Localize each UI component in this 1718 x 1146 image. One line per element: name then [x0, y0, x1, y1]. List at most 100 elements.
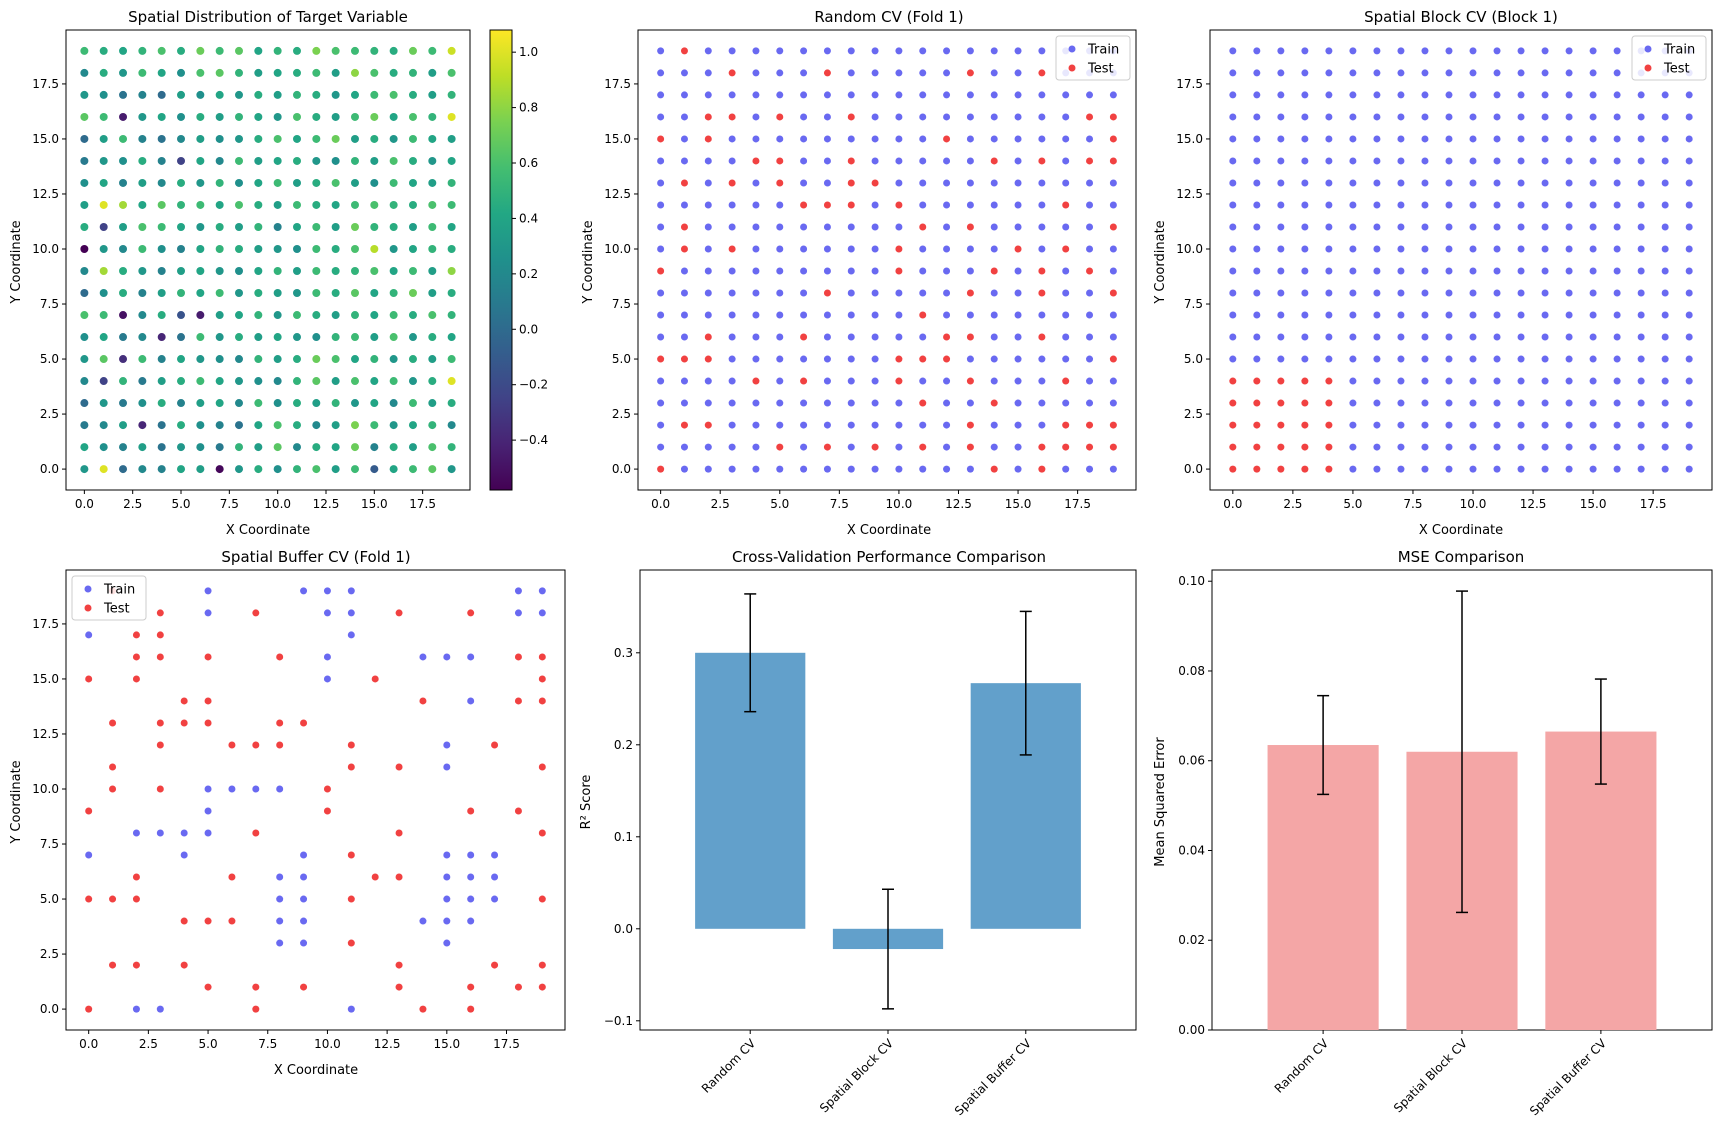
data-point: [215, 134, 224, 143]
train-point: [990, 201, 998, 209]
train-point: [1301, 69, 1309, 77]
data-point: [138, 156, 147, 165]
train-point: [1613, 223, 1621, 231]
train-point: [657, 377, 665, 385]
train-point: [919, 179, 927, 187]
data-point: [350, 355, 359, 364]
data-point: [292, 421, 301, 430]
train-point: [1349, 355, 1357, 363]
test-point: [538, 675, 546, 683]
data-point: [350, 311, 359, 320]
data-point: [177, 355, 186, 364]
test-point: [109, 719, 117, 727]
train-point: [538, 587, 546, 595]
train-point: [1062, 399, 1070, 407]
train-point: [1517, 289, 1525, 297]
data-point: [99, 134, 108, 143]
train-point: [1038, 311, 1046, 319]
train-point: [467, 851, 475, 859]
train-point: [1253, 157, 1261, 165]
data-point: [428, 443, 437, 452]
train-point: [1565, 289, 1573, 297]
train-point: [895, 157, 903, 165]
train-point: [1062, 223, 1070, 231]
train-point: [1445, 179, 1453, 187]
data-point: [428, 267, 437, 276]
data-point: [370, 68, 379, 77]
train-point: [1685, 377, 1693, 385]
test-point: [228, 873, 236, 881]
train-point: [1253, 223, 1261, 231]
y-tick-label: 5.0: [1184, 352, 1203, 366]
train-point: [966, 91, 974, 99]
y-tick-label: 0.08: [1178, 664, 1205, 678]
train-point: [300, 873, 308, 881]
data-point: [138, 443, 147, 452]
data-point: [428, 156, 437, 165]
test-point: [467, 983, 475, 991]
test-point: [419, 697, 427, 705]
y-axis-label: R² Score: [579, 775, 594, 830]
data-point: [331, 443, 340, 452]
train-point: [752, 267, 760, 275]
train-point: [1565, 135, 1573, 143]
train-point: [1445, 223, 1453, 231]
y-tick-label: 2.5: [40, 407, 59, 421]
data-point: [447, 267, 456, 276]
data-point: [350, 244, 359, 253]
test-point: [728, 113, 736, 121]
train-point: [1397, 443, 1405, 451]
test-point: [371, 675, 379, 683]
train-point: [276, 939, 284, 947]
train-point: [1325, 179, 1333, 187]
data-point: [350, 465, 359, 474]
train-point: [1109, 465, 1117, 473]
train-point: [1301, 333, 1309, 341]
test-point: [680, 245, 688, 253]
data-point: [408, 399, 417, 408]
data-point: [99, 267, 108, 276]
data-point: [350, 134, 359, 143]
data-point: [312, 399, 321, 408]
data-point: [177, 311, 186, 320]
train-point: [752, 311, 760, 319]
train-point: [871, 201, 879, 209]
train-point: [1445, 157, 1453, 165]
train-point: [847, 91, 855, 99]
train-point: [823, 311, 831, 319]
data-point: [119, 333, 128, 342]
train-point: [1661, 333, 1669, 341]
data-point: [273, 112, 282, 121]
train-point: [1565, 399, 1573, 407]
data-point: [370, 355, 379, 364]
train-point: [704, 245, 712, 253]
data-point: [428, 333, 437, 342]
data-point: [254, 355, 263, 364]
test-point: [1086, 421, 1094, 429]
train-point: [1301, 47, 1309, 55]
train-point: [1541, 289, 1549, 297]
test-point: [395, 983, 403, 991]
train-point: [1637, 465, 1645, 473]
test-point: [1253, 377, 1261, 385]
test-point: [895, 377, 903, 385]
data-point: [312, 68, 321, 77]
train-point: [1397, 377, 1405, 385]
test-point: [252, 741, 260, 749]
test-point: [657, 465, 665, 473]
data-point: [99, 200, 108, 209]
train-point: [966, 179, 974, 187]
train-point: [966, 47, 974, 55]
data-point: [99, 46, 108, 55]
train-point: [1565, 69, 1573, 77]
train-point: [1661, 289, 1669, 297]
train-point: [776, 399, 784, 407]
train-point: [943, 289, 951, 297]
data-point: [408, 134, 417, 143]
train-point: [1086, 311, 1094, 319]
train-point: [1349, 69, 1357, 77]
train-point: [1445, 289, 1453, 297]
data-point: [389, 333, 398, 342]
train-point: [1014, 333, 1022, 341]
data-point: [408, 112, 417, 121]
